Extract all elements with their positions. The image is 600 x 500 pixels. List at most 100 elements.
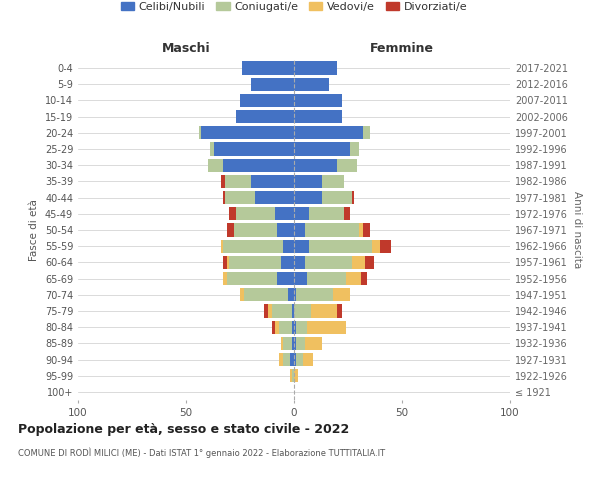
Bar <box>292 304 294 318</box>
Text: Popolazione per età, sesso e stato civile - 2022: Popolazione per età, sesso e stato civil… <box>18 422 349 436</box>
Bar <box>361 272 367 285</box>
Bar <box>290 369 292 382</box>
Bar <box>333 288 350 302</box>
Bar <box>309 207 344 220</box>
Bar <box>296 336 305 350</box>
Bar <box>322 175 344 188</box>
Bar <box>309 240 372 253</box>
Bar <box>294 126 363 140</box>
Bar <box>287 288 294 302</box>
Bar <box>305 256 352 269</box>
Bar <box>352 256 365 269</box>
Bar <box>227 272 277 285</box>
Bar <box>223 240 283 253</box>
Bar <box>292 320 294 334</box>
Bar <box>294 272 307 285</box>
Bar <box>296 320 307 334</box>
Bar <box>294 94 341 107</box>
Y-axis label: Fasce di età: Fasce di età <box>29 199 39 261</box>
Bar <box>244 288 287 302</box>
Y-axis label: Anni di nascita: Anni di nascita <box>572 192 582 268</box>
Bar <box>279 320 292 334</box>
Bar <box>372 240 380 253</box>
Bar <box>283 336 292 350</box>
Bar <box>311 304 337 318</box>
Bar <box>223 256 227 269</box>
Bar <box>337 304 341 318</box>
Bar <box>233 224 277 236</box>
Bar <box>242 62 294 74</box>
Bar <box>294 369 298 382</box>
Bar <box>275 207 294 220</box>
Bar <box>363 126 370 140</box>
Bar <box>251 78 294 91</box>
Bar <box>307 272 346 285</box>
Bar <box>251 175 294 188</box>
Bar <box>208 158 223 172</box>
Bar <box>344 207 350 220</box>
Bar <box>292 336 294 350</box>
Bar <box>240 94 294 107</box>
Bar <box>255 191 294 204</box>
Bar <box>225 175 251 188</box>
Bar <box>307 320 346 334</box>
Bar <box>359 224 363 236</box>
Bar <box>296 353 302 366</box>
Bar <box>305 224 359 236</box>
Bar <box>221 240 223 253</box>
Bar <box>236 110 294 124</box>
Bar <box>264 304 268 318</box>
Bar <box>290 353 294 366</box>
Bar <box>337 158 356 172</box>
Bar <box>283 240 294 253</box>
Bar <box>236 207 275 220</box>
Text: COMUNE DI RODÌ MILICI (ME) - Dati ISTAT 1° gennaio 2022 - Elaborazione TUTTITALI: COMUNE DI RODÌ MILICI (ME) - Dati ISTAT … <box>18 448 385 458</box>
Bar <box>302 353 313 366</box>
Bar <box>223 191 225 204</box>
Bar <box>214 142 294 156</box>
Bar <box>221 175 225 188</box>
Bar <box>227 256 229 269</box>
Bar <box>227 224 233 236</box>
Bar <box>305 336 322 350</box>
Bar <box>240 288 244 302</box>
Bar <box>380 240 391 253</box>
Bar <box>294 207 309 220</box>
Bar <box>294 175 322 188</box>
Bar <box>363 224 370 236</box>
Bar <box>294 110 341 124</box>
Bar <box>294 304 311 318</box>
Bar <box>294 336 296 350</box>
Bar <box>281 256 294 269</box>
Bar <box>365 256 374 269</box>
Bar <box>225 191 255 204</box>
Bar <box>294 191 322 204</box>
Bar <box>294 240 309 253</box>
Bar <box>292 369 294 382</box>
Bar <box>281 336 283 350</box>
Bar <box>296 288 333 302</box>
Bar <box>268 304 272 318</box>
Bar <box>294 256 305 269</box>
Bar <box>277 272 294 285</box>
Bar <box>272 304 292 318</box>
Bar <box>294 288 296 302</box>
Bar <box>279 353 283 366</box>
Bar <box>229 207 236 220</box>
Bar <box>223 158 294 172</box>
Bar <box>294 78 329 91</box>
Bar <box>346 272 361 285</box>
Bar <box>294 142 350 156</box>
Bar <box>275 320 279 334</box>
Bar <box>277 224 294 236</box>
Bar <box>229 256 281 269</box>
Bar <box>294 353 296 366</box>
Bar <box>283 353 290 366</box>
Legend: Celibi/Nubili, Coniugati/e, Vedovi/e, Divorziati/e: Celibi/Nubili, Coniugati/e, Vedovi/e, Di… <box>116 0 472 16</box>
Text: Maschi: Maschi <box>161 42 211 55</box>
Text: Femmine: Femmine <box>370 42 434 55</box>
Bar <box>201 126 294 140</box>
Bar <box>350 142 359 156</box>
Bar <box>322 191 352 204</box>
Bar <box>294 224 305 236</box>
